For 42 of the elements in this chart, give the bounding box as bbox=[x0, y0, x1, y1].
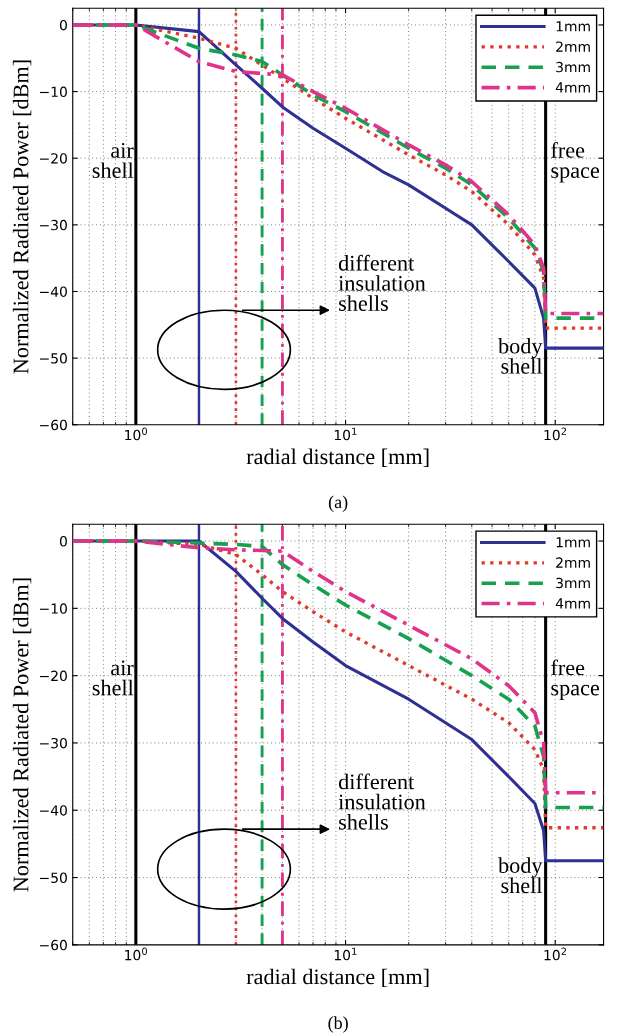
annotation: air shell bbox=[92, 660, 134, 696]
y-tick-label: −30 bbox=[40, 737, 67, 749]
annotation: different insulation shells bbox=[338, 773, 426, 830]
y-tick-label: −20 bbox=[40, 153, 67, 164]
annotation: free space bbox=[551, 659, 600, 700]
y-tick-label: −30 bbox=[40, 219, 67, 231]
y-tick-label: −10 bbox=[40, 86, 67, 98]
y-tick-label: −10 bbox=[40, 603, 67, 614]
x-axis-title: radial distance [mm] bbox=[246, 448, 429, 468]
x-tick-label: 10$^{2}$ bbox=[544, 947, 567, 961]
x-tick-label: 10$^{1}$ bbox=[334, 947, 357, 961]
y-axis-title: Normalized Radiated Power [dBm] bbox=[12, 60, 32, 374]
y-tick-label: 0 bbox=[59, 536, 67, 547]
y-axis-title: Normalized Radiated Power [dBm] bbox=[12, 578, 32, 892]
legend-label: 4mm bbox=[555, 598, 590, 609]
legend-label: 1mm bbox=[556, 21, 590, 32]
annotation: body shell bbox=[498, 337, 543, 374]
x-tick-label: 10$^{2}$ bbox=[544, 427, 567, 441]
legend-label: 2mm bbox=[556, 41, 590, 52]
y-tick-label: −20 bbox=[40, 670, 67, 682]
x-tick-label: 10$^{1}$ bbox=[334, 427, 357, 441]
legend-label: 1mm bbox=[556, 537, 590, 548]
annotation: free space bbox=[551, 142, 600, 183]
annotation: different insulation shells bbox=[338, 254, 426, 311]
annotation: body shell bbox=[498, 857, 543, 894]
annotation: air shell bbox=[92, 142, 134, 179]
x-axis-title: radial distance [mm] bbox=[246, 968, 429, 988]
text: (a) bbox=[328, 495, 348, 512]
y-tick-label: −40 bbox=[40, 805, 67, 816]
y-tick-label: −50 bbox=[40, 353, 67, 364]
legend-label: 3mm bbox=[556, 577, 590, 589]
y-tick-label: −60 bbox=[40, 939, 67, 951]
y-tick-label: −60 bbox=[40, 419, 67, 431]
y-tick-label: 0 bbox=[59, 19, 67, 31]
legend-label: 3mm bbox=[556, 61, 590, 73]
y-tick-label: −40 bbox=[40, 286, 67, 297]
y-tick-label: −50 bbox=[40, 872, 67, 884]
legend-label: 2mm bbox=[556, 557, 590, 568]
text: (b) bbox=[328, 1016, 348, 1033]
legend-label: 4mm bbox=[555, 82, 590, 93]
x-tick-label: 10$^{0}$ bbox=[125, 427, 147, 441]
x-tick-label: 10$^{0}$ bbox=[125, 947, 147, 961]
